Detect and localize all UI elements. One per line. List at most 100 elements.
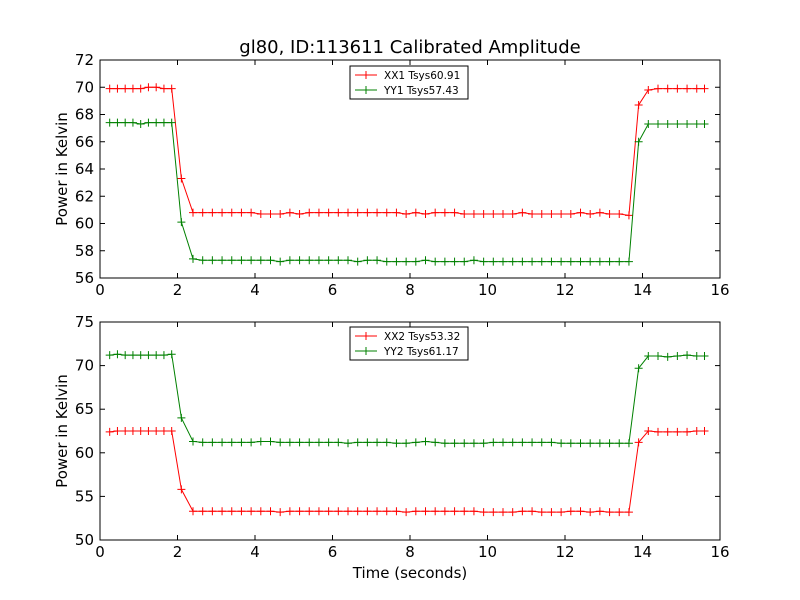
data-point [392, 439, 401, 448]
data-point [469, 507, 478, 516]
data-point [189, 437, 197, 446]
data-point [177, 174, 186, 183]
data-point [105, 427, 114, 436]
data-point [624, 211, 633, 220]
data-point [440, 208, 449, 217]
legend-swatch-marker [362, 86, 370, 94]
series-1-1 [105, 83, 709, 220]
x-tick-label: 4 [250, 281, 260, 299]
data-point [700, 120, 709, 129]
data-point [237, 208, 246, 217]
data-point [314, 438, 323, 447]
y-tick-label: 75 [75, 313, 94, 331]
data-point [208, 256, 217, 265]
data-point [644, 352, 653, 361]
data-point [683, 84, 692, 93]
x-tick-label: 8 [405, 543, 415, 561]
data-point [353, 257, 362, 266]
data-point [334, 438, 343, 447]
data-point [373, 208, 382, 217]
data-point [431, 438, 440, 447]
data-point [615, 209, 624, 218]
data-point [489, 257, 498, 266]
legend-swatch-marker [362, 347, 370, 355]
data-point [237, 438, 246, 447]
data-point [557, 257, 566, 266]
data-point [136, 351, 145, 360]
figure-title: gl80, ID:113611 Calibrated Amplitude [239, 37, 580, 58]
data-point [624, 257, 633, 266]
data-point [208, 208, 217, 217]
data-point [198, 438, 207, 447]
x-tick-label: 6 [328, 281, 338, 299]
data-point [314, 256, 323, 265]
data-point [479, 439, 488, 448]
data-point [663, 120, 672, 129]
data-point [144, 351, 153, 360]
data-point [431, 507, 440, 516]
data-point [421, 437, 430, 446]
data-point [276, 508, 285, 517]
data-point [113, 118, 122, 127]
data-point [247, 438, 256, 447]
data-point [314, 507, 323, 516]
data-point [683, 120, 692, 129]
data-point [663, 84, 672, 93]
data-point [586, 209, 595, 218]
data-point [314, 208, 323, 217]
data-point [479, 508, 488, 517]
data-point [144, 83, 153, 92]
data-point [363, 438, 372, 447]
legend-swatch-marker [362, 332, 370, 340]
data-point [373, 256, 382, 265]
data-point [218, 438, 227, 447]
data-point [152, 427, 161, 435]
data-point [392, 257, 401, 266]
data-point [266, 256, 275, 265]
data-point [144, 118, 153, 127]
y-tick-label: 62 [75, 187, 94, 205]
data-point [654, 427, 662, 436]
subplot-2: 0 2 4 6 8 10 12 14 16 50 55 60 65 70 75 Power in Kelvin… [53, 313, 730, 582]
data-point [167, 118, 176, 127]
data-point [692, 84, 701, 93]
data-point [700, 427, 709, 435]
data-point [136, 84, 145, 93]
data-point [121, 427, 130, 435]
data-point [411, 438, 420, 447]
data-point [295, 507, 304, 516]
y-axis-label: Power in Kelvin [53, 112, 71, 226]
data-point [440, 257, 449, 266]
data-point [136, 427, 145, 435]
legend-label: YY1 Tsys57.43 [383, 85, 459, 97]
data-point [189, 208, 197, 217]
data-point [152, 83, 161, 92]
data-point [537, 438, 546, 447]
data-point [576, 257, 585, 266]
data-point [499, 209, 507, 218]
data-point [152, 351, 161, 360]
data-point [227, 438, 236, 447]
data-point [499, 508, 507, 517]
data-point [247, 256, 256, 265]
data-point [673, 427, 682, 436]
data-point [605, 209, 614, 218]
data-point [566, 507, 575, 516]
data-point [547, 257, 556, 266]
data-point [489, 438, 498, 447]
data-point [144, 427, 153, 435]
data-point [683, 351, 692, 360]
data-point [285, 507, 294, 516]
series-2-1 [105, 427, 709, 517]
data-point [218, 256, 227, 265]
data-point [227, 507, 236, 516]
data-point [344, 507, 352, 516]
data-point [576, 208, 585, 217]
data-point [334, 256, 343, 265]
series-line [109, 122, 705, 263]
data-point [363, 507, 372, 516]
y-tick-label: 55 [75, 487, 94, 505]
data-point [508, 438, 517, 447]
data-point [489, 508, 498, 517]
